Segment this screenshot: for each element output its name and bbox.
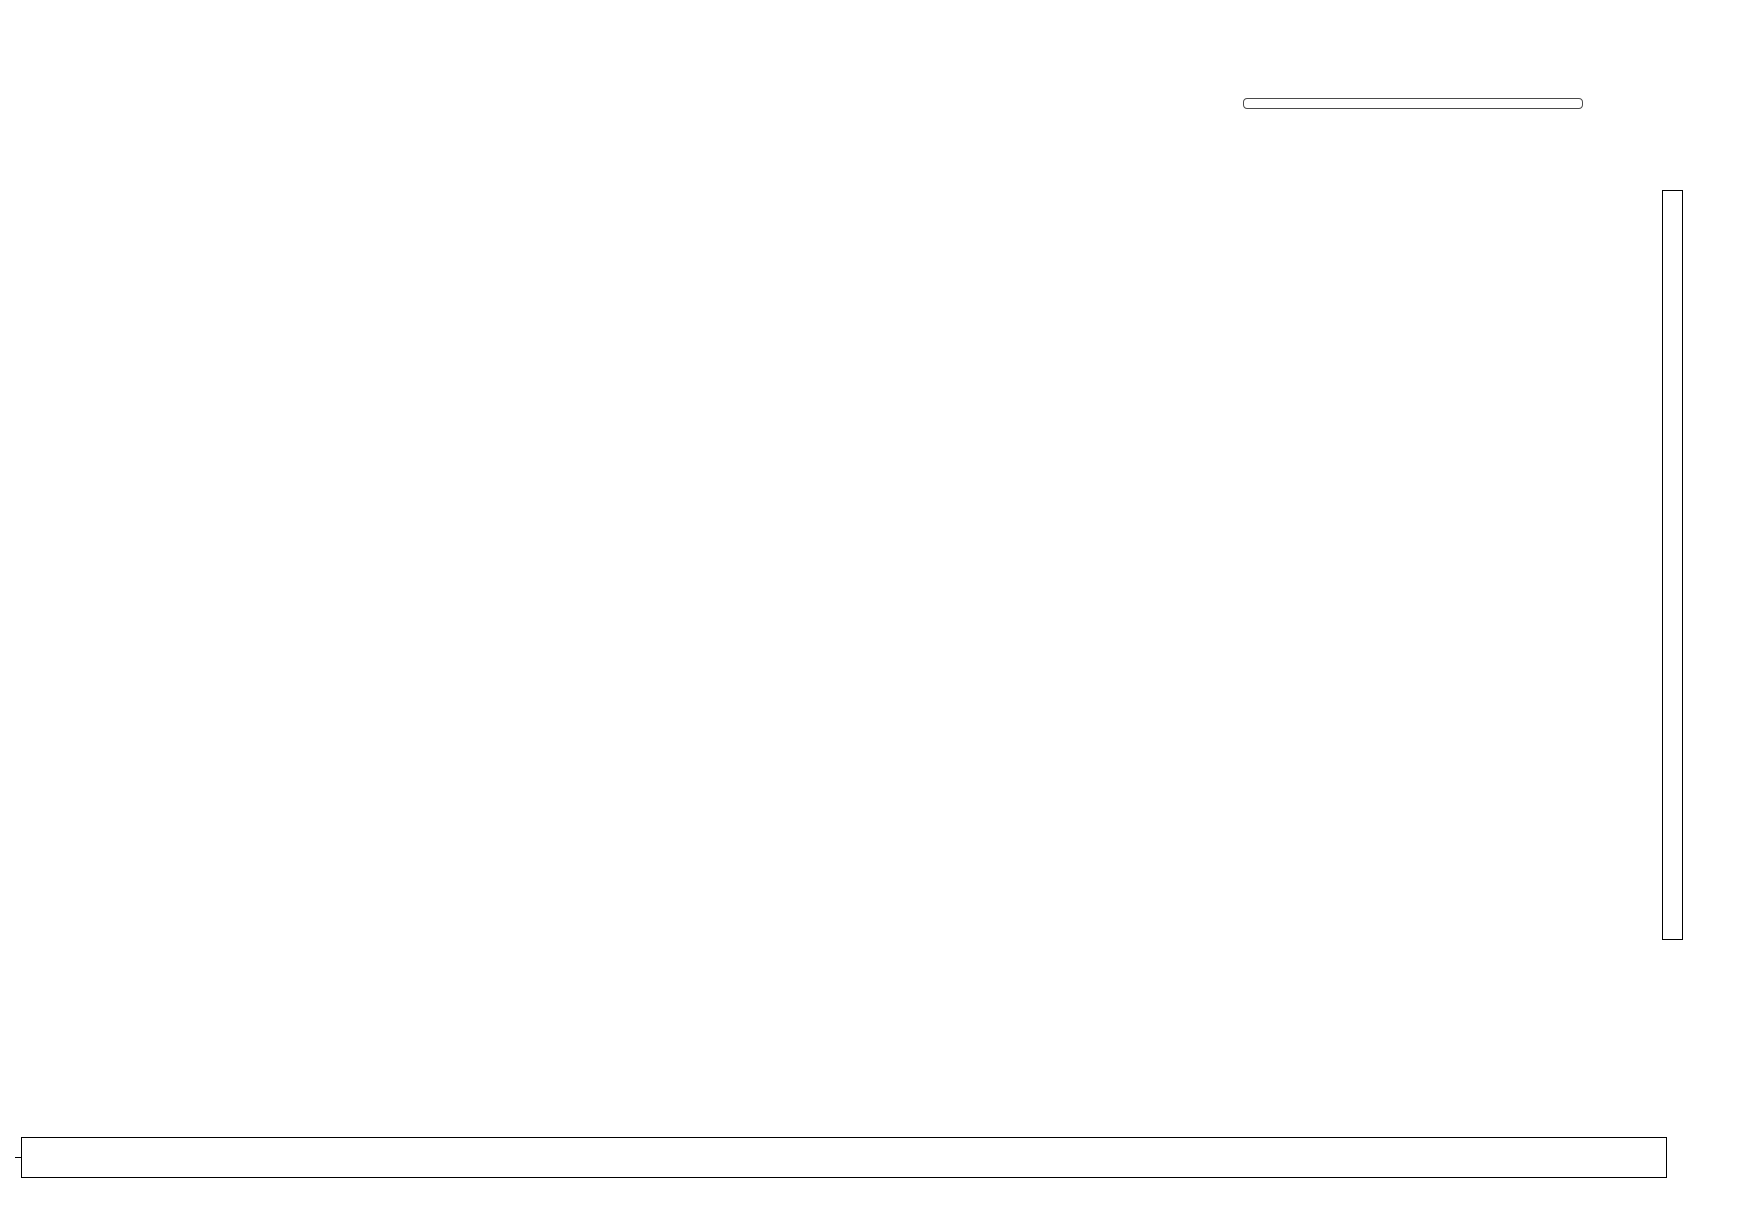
trajectory-map bbox=[105, 88, 1590, 1052]
percentage-bar bbox=[21, 1137, 1667, 1178]
map-plot-area bbox=[105, 88, 1590, 1052]
forecast-params-block bbox=[95, 8, 105, 131]
map-legend bbox=[1243, 98, 1583, 109]
colorbar bbox=[1662, 190, 1683, 940]
bottom-chart-ytick bbox=[15, 1157, 21, 1159]
